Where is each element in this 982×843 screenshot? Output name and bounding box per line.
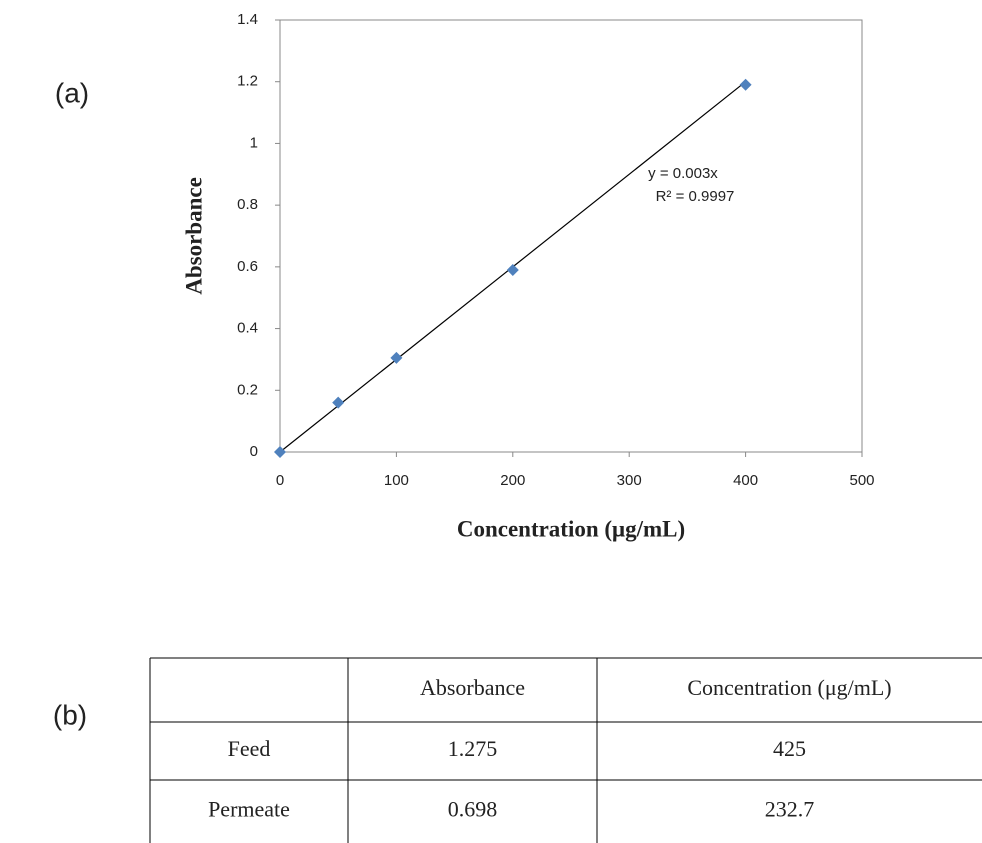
page: (a) (b) Absorbance Concentration (μg/mL)…	[0, 0, 982, 843]
panel-label: (b)	[53, 699, 87, 730]
annotation: y = 0.003x	[648, 165, 718, 182]
table-header: Concentration (μg/mL)	[687, 675, 891, 700]
x-tick-label: 0	[276, 472, 284, 489]
y-tick-label: 0.8	[237, 196, 258, 213]
x-tick-label: 500	[849, 472, 874, 489]
x-tick-label: 100	[384, 472, 409, 489]
x-tick-label: 300	[617, 472, 642, 489]
x-axis-title: Concentration (μg/mL)	[457, 516, 685, 541]
x-tick-label: 200	[500, 472, 525, 489]
y-axis-title: Absorbance	[181, 177, 206, 295]
table-cell: 232.7	[765, 797, 815, 822]
y-tick-label: 0.6	[237, 258, 258, 275]
background	[0, 0, 982, 843]
table-cell: Feed	[228, 736, 271, 761]
y-tick-label: 1.2	[237, 73, 258, 90]
table-header: Absorbance	[420, 675, 525, 700]
y-tick-label: 0.2	[237, 381, 258, 398]
table-cell: 0.698	[448, 797, 498, 822]
y-tick-label: 0.4	[237, 320, 258, 337]
x-tick-label: 400	[733, 472, 758, 489]
y-tick-label: 1	[250, 134, 258, 151]
y-tick-label: 0	[250, 443, 258, 460]
table-cell: 425	[773, 736, 806, 761]
panel-label: (a)	[55, 77, 89, 108]
table-cell: Permeate	[208, 797, 290, 822]
annotation: R² = 0.9997	[656, 188, 735, 205]
y-tick-label: 1.4	[237, 11, 258, 28]
table-cell: 1.275	[448, 736, 498, 761]
